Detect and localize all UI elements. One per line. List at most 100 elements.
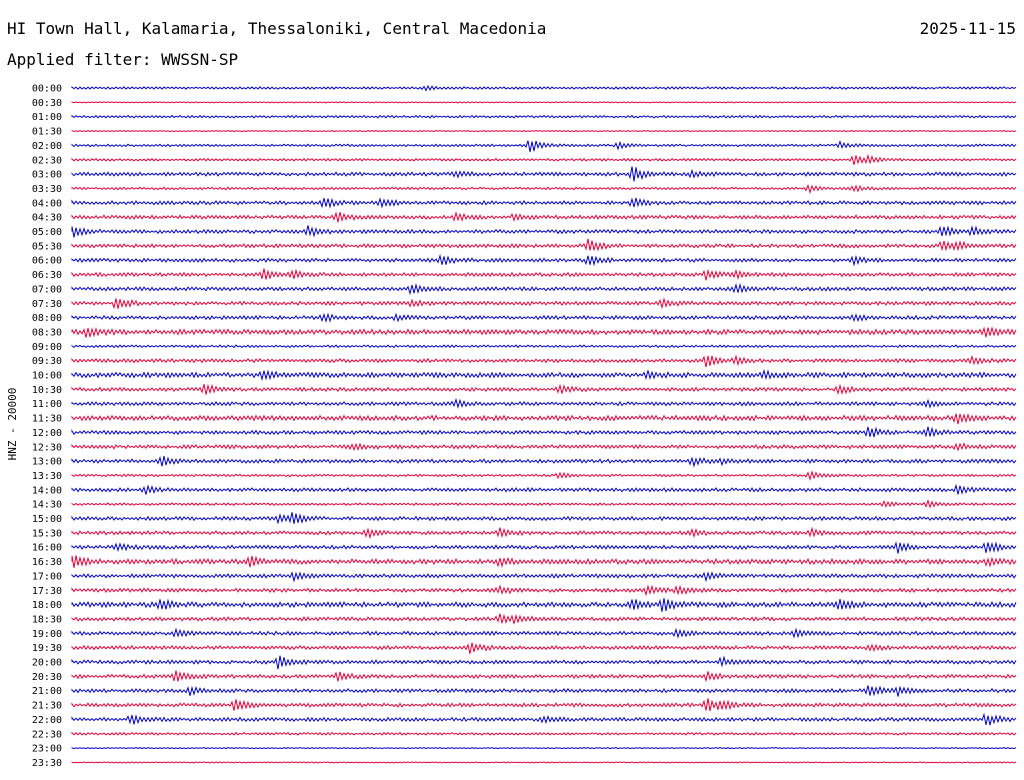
trace-row: 23:00 bbox=[32, 744, 1017, 755]
seismic-trace bbox=[71, 383, 1017, 396]
seismic-trace bbox=[71, 297, 1017, 310]
trace-row: 10:30 bbox=[32, 383, 1017, 396]
time-tick-label: 15:30 bbox=[32, 528, 62, 539]
time-tick-label: 20:00 bbox=[32, 658, 62, 669]
trace-rows: 00:00 00:30 01:00 01:30 02:00 02:30 03:00 03:30… bbox=[32, 84, 1017, 769]
time-tick-label: 04:30 bbox=[32, 213, 62, 224]
trace-row: 12:30 bbox=[32, 442, 1017, 453]
trace-row: 11:30 bbox=[32, 412, 1017, 425]
seismic-trace bbox=[71, 555, 1017, 568]
seismic-trace bbox=[71, 114, 1017, 119]
seismic-trace bbox=[71, 344, 1017, 349]
date-label: 2025-11-15 bbox=[919, 19, 1016, 38]
seismic-trace bbox=[71, 129, 1017, 133]
station-title: HI Town Hall, Kalamaria, Thessaloniki, C… bbox=[7, 19, 547, 38]
time-tick-label: 14:30 bbox=[32, 500, 62, 511]
trace-row: 00:00 bbox=[32, 84, 1017, 95]
seismic-trace bbox=[71, 584, 1017, 597]
trace-row: 05:30 bbox=[32, 238, 1017, 252]
seismic-trace bbox=[71, 268, 1017, 281]
seismic-trace bbox=[71, 470, 1017, 482]
seismic-trace bbox=[71, 499, 1017, 509]
time-tick-label: 02:30 bbox=[32, 155, 62, 166]
trace-row: 19:30 bbox=[32, 642, 1017, 654]
seismic-trace bbox=[71, 211, 1017, 223]
seismic-trace bbox=[71, 598, 1017, 612]
time-tick-label: 23:30 bbox=[32, 758, 62, 769]
time-tick-label: 05:00 bbox=[32, 227, 62, 238]
seismic-trace bbox=[71, 326, 1017, 338]
trace-row: 15:00 bbox=[32, 512, 1017, 525]
seismic-trace bbox=[71, 655, 1017, 670]
seismic-trace bbox=[71, 731, 1017, 736]
seismic-trace bbox=[71, 368, 1017, 382]
trace-row: 20:00 bbox=[32, 655, 1017, 670]
time-tick-label: 08:30 bbox=[32, 327, 62, 338]
trace-row: 12:00 bbox=[32, 426, 1017, 439]
trace-row: 16:30 bbox=[32, 555, 1017, 568]
seismic-trace bbox=[71, 526, 1017, 540]
seismic-trace bbox=[71, 455, 1017, 468]
time-tick-label: 12:30 bbox=[32, 442, 62, 453]
time-tick-label: 19:00 bbox=[32, 629, 62, 640]
time-tick-label: 13:00 bbox=[32, 457, 62, 468]
trace-row: 11:00 bbox=[32, 397, 1017, 410]
time-tick-label: 02:00 bbox=[32, 141, 62, 152]
trace-row: 07:00 bbox=[32, 282, 1017, 296]
seismic-trace bbox=[71, 312, 1017, 324]
trace-row: 22:30 bbox=[32, 729, 1017, 740]
seismic-trace bbox=[71, 84, 1017, 92]
time-tick-label: 00:00 bbox=[32, 84, 62, 95]
time-tick-label: 16:30 bbox=[32, 557, 62, 568]
trace-row: 08:00 bbox=[32, 312, 1017, 324]
trace-row: 04:00 bbox=[32, 197, 1017, 209]
trace-row: 10:00 bbox=[32, 368, 1017, 382]
seismic-trace bbox=[71, 197, 1017, 209]
seismic-trace bbox=[71, 101, 1017, 104]
seismic-trace bbox=[71, 426, 1017, 438]
time-tick-label: 05:30 bbox=[32, 241, 62, 252]
seismic-trace bbox=[71, 139, 1017, 153]
seismic-trace bbox=[71, 670, 1017, 683]
seismic-trace bbox=[71, 397, 1017, 409]
seismic-trace bbox=[71, 225, 1017, 238]
time-tick-label: 06:00 bbox=[32, 256, 62, 267]
time-tick-label: 01:00 bbox=[32, 112, 62, 123]
time-tick-label: 08:00 bbox=[32, 313, 62, 324]
trace-row: 07:30 bbox=[32, 297, 1017, 310]
seismic-trace bbox=[71, 153, 1017, 165]
seismic-trace bbox=[71, 613, 1017, 624]
time-tick-label: 03:30 bbox=[32, 184, 62, 195]
trace-row: 21:00 bbox=[32, 685, 1017, 697]
time-tick-label: 07:00 bbox=[32, 284, 62, 295]
seismic-trace bbox=[71, 512, 1017, 525]
y-axis-label: HNZ - 20000 bbox=[6, 388, 19, 461]
time-tick-label: 21:30 bbox=[32, 701, 62, 712]
trace-row: 20:30 bbox=[32, 670, 1017, 683]
trace-row: 18:00 bbox=[32, 598, 1017, 612]
seismic-trace bbox=[71, 685, 1017, 697]
trace-row: 14:00 bbox=[32, 483, 1017, 496]
trace-row: 21:30 bbox=[32, 698, 1017, 712]
time-tick-label: 18:30 bbox=[32, 614, 62, 625]
trace-row: 17:00 bbox=[32, 571, 1017, 583]
time-tick-label: 10:00 bbox=[32, 371, 62, 382]
time-tick-label: 22:30 bbox=[32, 729, 62, 740]
trace-row: 06:30 bbox=[32, 268, 1017, 281]
trace-row: 15:30 bbox=[32, 526, 1017, 540]
time-tick-label: 06:30 bbox=[32, 270, 62, 281]
time-tick-label: 01:30 bbox=[32, 127, 62, 138]
trace-row: 02:00 bbox=[32, 139, 1017, 153]
time-tick-label: 09:00 bbox=[32, 342, 62, 353]
trace-row: 23:30 bbox=[32, 758, 1017, 769]
trace-row: 03:00 bbox=[32, 166, 1017, 182]
trace-row: 19:00 bbox=[32, 627, 1017, 640]
seismic-trace bbox=[71, 282, 1017, 296]
trace-row: 00:30 bbox=[32, 98, 1017, 109]
time-tick-label: 14:00 bbox=[32, 485, 62, 496]
seismic-trace bbox=[71, 183, 1017, 195]
time-tick-label: 19:30 bbox=[32, 643, 62, 654]
seismic-trace bbox=[71, 698, 1017, 712]
trace-row: 01:30 bbox=[32, 127, 1017, 138]
